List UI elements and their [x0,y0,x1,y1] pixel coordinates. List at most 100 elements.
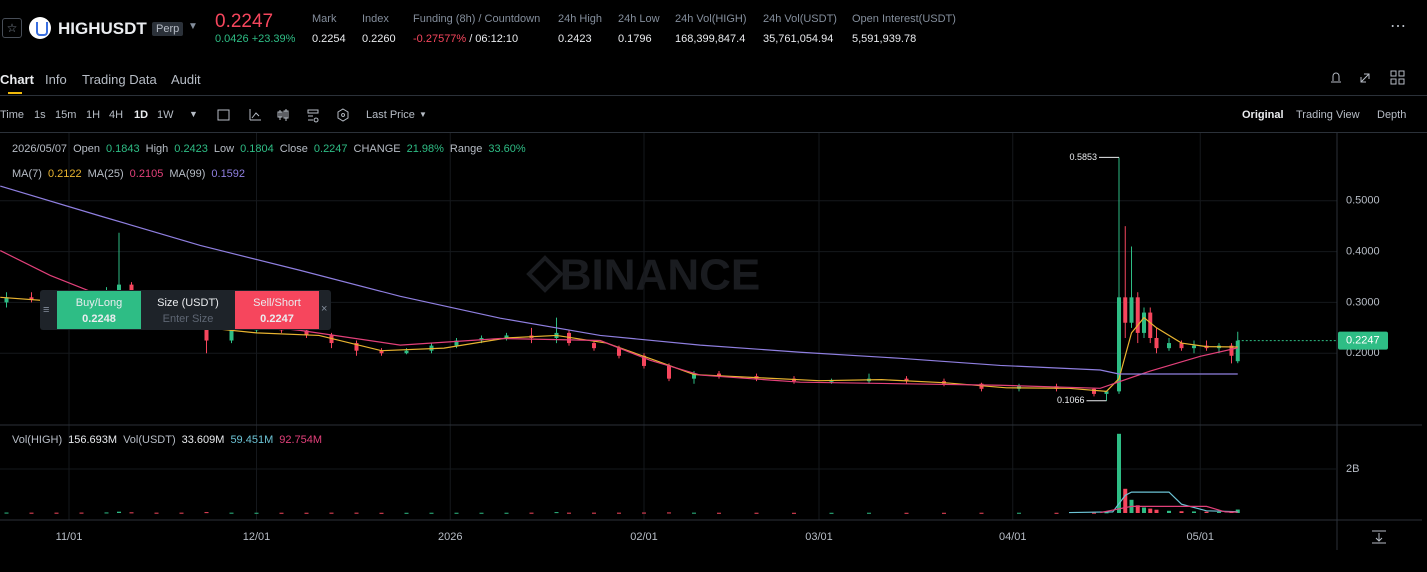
layout-icon[interactable] [1390,70,1405,85]
candle-body [1104,391,1109,394]
x-tick-label: 03/01 [805,531,833,543]
volume-bar [1054,512,1059,514]
tab-underline [8,92,22,94]
buy-price: 0.2248 [82,313,116,325]
volume-bar [1117,433,1121,513]
volume-bar [254,512,259,514]
legend-value: 0.2247 [313,143,348,155]
tab[interactable]: Audit [171,72,201,87]
stat-label: Funding (8h) / Countdown [413,13,541,25]
interval-dropdown[interactable]: ▼ [189,109,198,119]
interval[interactable]: 1D [134,109,149,121]
watermark: BINANCE [560,251,760,300]
interval[interactable]: Time [0,109,25,121]
symbol: HIGHUSDT [58,19,147,38]
ma-label: MA(99) [169,168,206,180]
bell-icon[interactable] [1331,72,1341,83]
annotation-label: 0.5853 [1069,152,1097,162]
candle-body [592,343,596,349]
price-change: 0.0426 +23.39% [215,33,295,45]
expand-icon[interactable] [1360,73,1370,83]
favorite-star[interactable]: ☆ [2,18,22,38]
settings-icon[interactable] [337,108,349,122]
interval[interactable]: 4H [109,109,124,121]
sell-button[interactable]: Sell/Short 0.2247 [235,291,319,329]
candle-body [667,365,671,379]
tab[interactable]: Info [45,72,67,87]
volume-bar [379,512,384,514]
buy-button[interactable]: Buy/Long 0.2248 [57,291,141,329]
buy-label: Buy/Long [75,297,123,309]
candle-body [1229,345,1234,356]
candle-icon[interactable] [277,109,289,121]
more-menu[interactable]: ⋯ [1390,18,1406,35]
volume-bar [154,512,159,514]
candle-body [304,330,309,336]
candle-body [642,355,646,366]
candle-body [1179,343,1184,349]
volume-bar [1142,507,1146,513]
order-widget: ≡ Buy/Long 0.2248 Size (USDT) Enter Size S… [40,290,331,330]
last-price: 0.2247 [215,11,274,32]
template-icon[interactable] [307,109,319,123]
close-widget[interactable]: × [321,303,328,315]
volume-bar [329,512,334,514]
legend-value: 0.2423 [174,143,208,155]
stat-label: 24h High [558,13,603,25]
legend-label: Range [449,143,483,155]
candle-body [1123,297,1128,323]
indicator-icon[interactable] [249,109,261,121]
divider [0,95,1427,96]
stat-label: Mark [312,13,337,25]
size-placeholder: Enter Size [162,313,214,325]
price-type-caret[interactable]: ▼ [419,110,427,119]
x-tick-label: 02/01 [630,531,658,543]
volume-bar [4,512,9,514]
volume-bar [204,512,209,514]
view-tab[interactable]: Depth [1377,109,1407,121]
volume-bar [529,512,534,514]
volume-bar [1217,511,1221,513]
change-abs: 0.0426 [215,33,249,45]
volume-bar [29,512,34,514]
candle-body [117,284,121,293]
stat-label: Index [362,13,389,25]
volume-bar [617,512,621,514]
drag-handle[interactable]: ≡ [43,304,50,316]
x-tick-label: 11/01 [56,531,83,543]
candle-body [204,322,209,341]
tab[interactable]: Trading Data [82,72,157,87]
view-tab[interactable]: Original [1242,109,1284,121]
calendar-icon[interactable] [217,109,230,121]
volume-bar [754,512,759,514]
volume-bar [904,512,909,514]
volume-bar [642,512,646,514]
candle-body [329,335,334,344]
volume-bar [1154,509,1159,513]
interval[interactable]: 1W [157,109,174,121]
annotation-label: 0.1066 [1057,395,1085,405]
interval[interactable]: 1s [34,109,46,121]
volume-bar [454,512,459,514]
size-label: Size (USDT) [157,297,219,309]
volume-bar [1104,512,1109,514]
volume-bar [504,512,509,514]
symbol-dropdown[interactable]: ▼ [188,21,198,32]
stat-label: Open Interest(USDT) [852,13,956,25]
view-tab[interactable]: Trading View [1296,109,1360,121]
candle-body [1117,297,1121,392]
interval[interactable]: 1H [86,109,101,121]
legend-date: 2026/05/07 [12,143,68,155]
interval[interactable]: 15m [55,109,77,121]
price-type[interactable]: Last Price [366,109,415,121]
volume-bar [354,512,359,514]
stat-label: 24h Low [618,13,660,25]
ma-label: MA(25) [87,168,124,180]
watermark-logo [526,255,564,293]
y-tick-label: 0.3000 [1346,296,1380,308]
stat-value: 5,591,939.78 [852,33,917,45]
size-input[interactable]: Size (USDT) Enter Size [141,291,235,329]
legend-label: Open [73,143,100,155]
tab[interactable]: Chart [0,72,34,87]
volume-bar [129,512,134,514]
